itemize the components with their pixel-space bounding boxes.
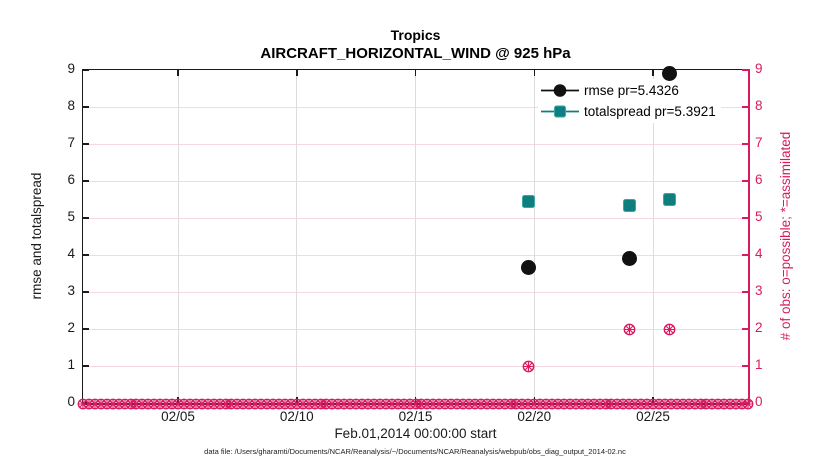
data-file-path: data file: /Users/gharamti/Documents/NCA…: [204, 447, 626, 456]
left-y-tick-mark: [83, 69, 89, 71]
totalspread-data-point: [622, 198, 636, 212]
obs-count-marker: [623, 323, 636, 336]
vertical-gridline: [177, 70, 179, 403]
right-y-tick-mark: [742, 143, 748, 145]
top-x-tick-mark: [414, 70, 417, 76]
x-tick-label: 02/25: [636, 409, 670, 424]
left-y-tick-label: 5: [67, 209, 75, 224]
legend-item-rmse: rmse pr=5.4326: [540, 80, 716, 101]
right-y-tick-label: 5: [755, 209, 763, 224]
right-y-tick-label: 7: [755, 135, 763, 150]
right-y-tick-label: 4: [755, 246, 763, 261]
left-y-tick-label: 9: [67, 61, 75, 76]
x-axis-label: Feb.01,2014 00:00:00 start: [334, 426, 497, 441]
right-y-tick-mark: [742, 365, 748, 367]
right-y-tick-mark: [742, 291, 748, 293]
right-y-tick-mark: [742, 69, 748, 71]
top-x-tick-mark: [533, 70, 535, 76]
vertical-gridline: [652, 70, 654, 403]
left-y-tick-label: 0: [67, 394, 75, 409]
left-y-axis-label: rmse and totalspread: [29, 172, 44, 300]
right-y-tick-mark: [742, 217, 748, 219]
rmse-line-circle-marker-icon: [540, 83, 580, 98]
left-y-tick-mark: [83, 180, 89, 182]
vertical-gridline: [533, 70, 535, 403]
x-tick-label: 02/15: [398, 409, 433, 424]
left-y-tick-label: 4: [67, 246, 75, 261]
right-y-tick-label: 2: [755, 320, 763, 335]
left-y-tick-label: 1: [67, 357, 75, 372]
legend: rmse pr=5.4326 totalspread pr=5.3921: [538, 79, 721, 123]
right-y-tick-mark: [742, 106, 748, 108]
left-y-tick-mark: [83, 402, 89, 404]
right-y-tick-label: 3: [755, 283, 763, 298]
right-y-tick-label: 1: [755, 357, 763, 372]
left-y-tick-mark: [83, 254, 89, 256]
totalspread-data-point: [663, 193, 677, 206]
legend-label-rmse: rmse pr=5.4326: [584, 83, 679, 98]
axis-spine-left: [81, 68, 83, 405]
left-y-tick-mark: [83, 328, 89, 330]
legend-label-totalspread: totalspread pr=5.3921: [584, 104, 716, 119]
rmse-data-point: [621, 251, 637, 267]
rmse-data-point: [662, 66, 678, 82]
left-y-tick-label: 3: [67, 283, 75, 298]
obs-count-marker: [522, 360, 535, 373]
right-y-tick-mark: [742, 402, 748, 404]
axis-spine-top: [82, 68, 750, 70]
right-y-axis-label: # of obs: o=possible; *=assimilated: [778, 131, 793, 341]
top-x-tick-mark: [296, 70, 298, 76]
right-y-tick-mark: [742, 254, 748, 256]
left-y-tick-label: 6: [67, 172, 75, 187]
right-y-tick-label: 8: [755, 98, 763, 113]
rmse-data-point: [520, 260, 536, 276]
left-y-tick-mark: [83, 217, 89, 219]
left-y-tick-mark: [83, 365, 89, 367]
left-y-tick-label: 7: [67, 135, 75, 150]
axis-spine-right: [748, 68, 750, 405]
x-tick-label: 02/10: [279, 409, 314, 424]
legend-item-totalspread: totalspread pr=5.3921: [540, 101, 716, 122]
left-y-tick-label: 2: [67, 320, 75, 335]
left-y-tick-mark: [83, 106, 89, 108]
left-y-tick-mark: [83, 143, 89, 145]
vertical-gridline: [415, 70, 416, 403]
totalspread-data-point: [521, 194, 535, 208]
right-y-tick-mark: [742, 180, 748, 182]
plot-title: Tropics AIRCRAFT_HORIZONTAL_WIND @ 925 h…: [83, 26, 748, 63]
right-y-tick-mark: [742, 328, 748, 330]
vertical-gridline: [296, 70, 298, 403]
right-y-tick-label: 9: [755, 61, 763, 76]
plot-title-region: Tropics: [390, 27, 441, 43]
top-x-tick-mark: [177, 70, 179, 76]
left-y-tick-mark: [83, 291, 89, 293]
left-y-tick-label: 8: [67, 98, 75, 113]
right-y-tick-label: 6: [755, 172, 763, 187]
top-x-tick-mark: [652, 70, 654, 76]
plot-title-variable: AIRCRAFT_HORIZONTAL_WIND @ 925 hPa: [260, 45, 571, 62]
obs-count-zero-marker: [742, 397, 754, 410]
x-tick-label: 02/20: [517, 409, 552, 424]
right-y-tick-label: 0: [755, 394, 763, 409]
totalspread-line-square-marker-icon: [540, 104, 580, 119]
obs-count-marker: [663, 323, 676, 336]
x-tick-label: 02/05: [161, 409, 195, 424]
